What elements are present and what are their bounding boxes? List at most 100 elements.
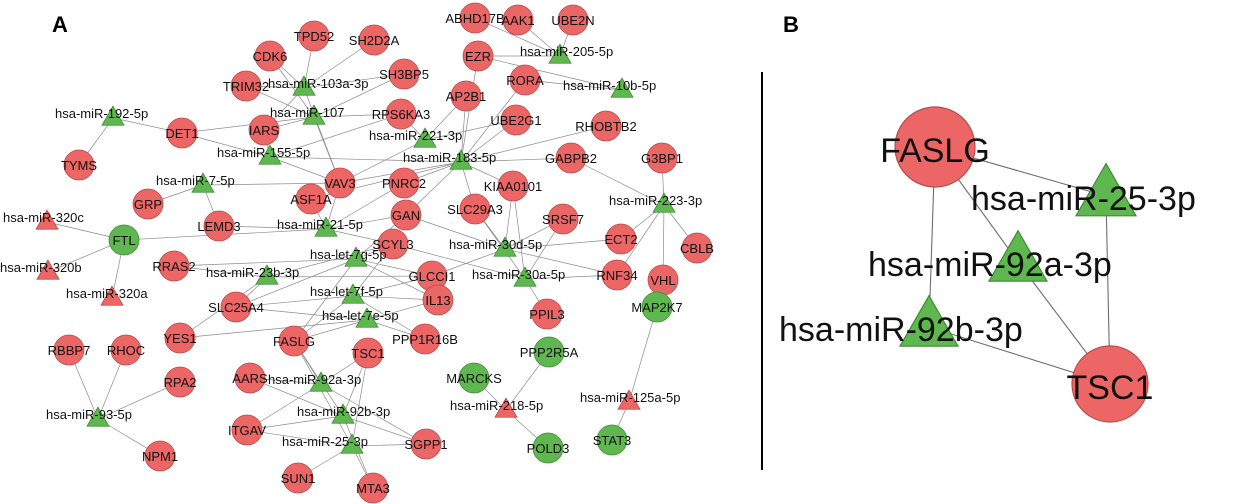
red-circle-node <box>390 199 422 231</box>
red-circle-node <box>144 440 176 472</box>
node-tsc1_b: TSC1 <box>1067 345 1153 423</box>
node-tpd52: TPD52 <box>294 20 334 52</box>
red-circle-node <box>110 334 142 366</box>
node-label: hsa-miR-125a-5p <box>580 390 680 405</box>
red-circle-node <box>557 4 589 36</box>
green-triangle-node <box>191 172 215 193</box>
red-circle-node <box>459 2 491 34</box>
node-ube2n: UBE2N <box>551 4 595 36</box>
node-label: hsa-miR-30a-5p <box>472 267 565 282</box>
node-mir92a_a: hsa-miR-92a-3p <box>268 371 361 392</box>
red-circle-node <box>220 291 252 323</box>
node-rnf34: RNF34 <box>596 259 638 291</box>
edge <box>235 295 354 308</box>
edge <box>339 139 426 184</box>
green-triangle-node <box>652 192 676 213</box>
node-let7e: hsa-let-7e-5p <box>322 307 399 328</box>
red-triangle-node <box>100 285 124 306</box>
node-label: TPD52 <box>294 29 334 44</box>
node-label: ABHD17B <box>445 11 504 26</box>
green-triangle-node <box>86 406 110 427</box>
node-mta3: MTA3 <box>356 472 390 504</box>
node-label: ITGAV <box>228 423 266 438</box>
node-pnrc2: PNRC2 <box>382 167 426 199</box>
node-sgpp1: SGPP1 <box>404 428 448 460</box>
green-triangle-node <box>341 283 365 304</box>
edge <box>235 258 357 308</box>
red-circle-node <box>500 104 532 136</box>
edge <box>504 238 622 250</box>
node-label: ECT2 <box>604 232 637 247</box>
node-abhd17b: ABHD17B <box>445 2 505 34</box>
node-mir223: hsa-miR-223-3p <box>609 192 702 213</box>
panel-label-a: A <box>52 12 68 37</box>
edge <box>320 383 427 445</box>
edge <box>293 258 357 342</box>
node-label: G3BP1 <box>641 151 683 166</box>
red-triangle-node <box>36 259 60 280</box>
node-tsc1_a: TSC1 <box>351 337 385 369</box>
red-circle-node <box>497 170 529 202</box>
node-label: hsa-miR-320c <box>3 210 84 225</box>
node-label: hsa-let-7g-5p <box>310 247 387 262</box>
node-ppp1r16b: PPP1R16B <box>392 323 458 355</box>
node-label: TRIM32 <box>223 79 269 94</box>
green-circle-node <box>641 291 673 323</box>
node-mir10b: hsa-miR-10b-5p <box>563 77 656 98</box>
node-label: hsa-miR-21-5p <box>277 217 363 232</box>
node-label: SLC25A4 <box>208 300 264 315</box>
red-circle-node <box>63 149 95 181</box>
node-label: CBLB <box>680 241 714 256</box>
node-label: VHL <box>650 273 675 288</box>
edge <box>266 243 394 278</box>
node-label: YES1 <box>163 331 196 346</box>
node-label: STAT3 <box>593 433 632 448</box>
node-label: hsa-miR-320b <box>0 260 82 275</box>
node-iars: IARS <box>248 114 280 146</box>
node-label: SRSF7 <box>542 212 584 227</box>
edge <box>405 214 506 250</box>
node-ppp2r5a: PPP2R5A <box>520 336 579 368</box>
node-label: RNF34 <box>596 268 637 283</box>
green-triangle-node <box>309 371 333 392</box>
node-label: GABPB2 <box>545 151 597 166</box>
node-label: SH2D2A <box>349 33 400 48</box>
edge <box>202 182 341 186</box>
green-triangle-node <box>898 294 960 347</box>
node-mir320a: hsa-miR-320a <box>66 285 148 306</box>
node-mir155: hsa-miR-155-5p <box>217 144 310 165</box>
green-triangle-node <box>493 236 517 257</box>
edge <box>460 157 572 163</box>
node-ppil3: PPIL3 <box>529 298 565 330</box>
red-circle-node <box>248 114 280 146</box>
edge <box>512 185 526 280</box>
node-stat3: STAT3 <box>593 424 632 456</box>
green-triangle-node <box>292 75 316 96</box>
node-label: SGPP1 <box>404 437 447 452</box>
edge <box>179 319 368 339</box>
node-mir92b_b: hsa-miR-92b-3p <box>779 294 1023 349</box>
node-label: AP2B1 <box>446 89 486 104</box>
green-triangle-node <box>987 229 1049 282</box>
red-circle-node <box>352 337 384 369</box>
green-triangle-node <box>513 266 537 287</box>
node-il13: IL13 <box>422 284 454 316</box>
node-rhobtb2: RHOBTB2 <box>575 110 637 142</box>
red-circle-node <box>422 284 454 316</box>
green-circle-node <box>532 432 564 464</box>
edge <box>524 79 623 91</box>
node-label: UBE2N <box>551 13 594 28</box>
node-sun1: SUN1 <box>281 462 315 494</box>
node-asf1a: ASF1A <box>290 183 332 215</box>
node-mir92b_a: hsa-miR-92b-3p <box>297 403 390 424</box>
node-label: RHOC <box>107 343 145 358</box>
node-label: hsa-miR-205-5p <box>520 44 613 59</box>
node-label: hsa-miR-183-5p <box>403 150 496 165</box>
node-label: hsa-miR-92b-3p <box>779 311 1023 349</box>
node-label: TSC1 <box>351 346 384 361</box>
red-triangle-node <box>617 389 641 410</box>
node-lemd3: LEMD3 <box>197 210 241 242</box>
node-label: MTA3 <box>356 481 390 496</box>
